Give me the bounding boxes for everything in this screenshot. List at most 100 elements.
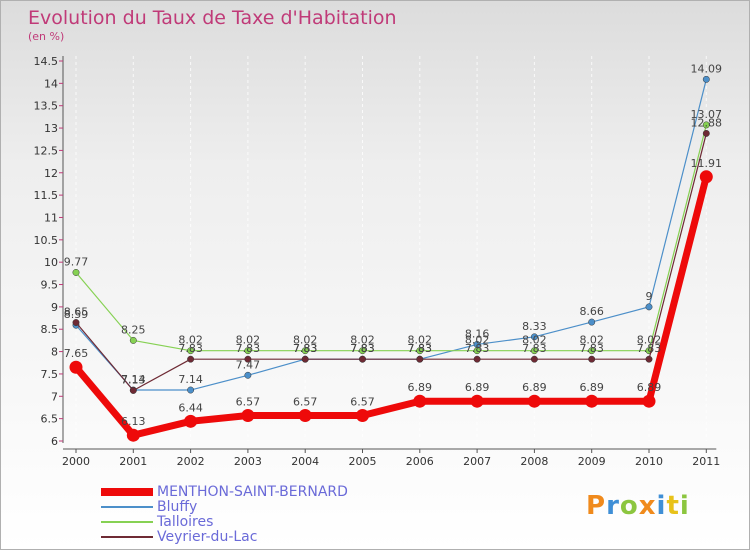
data-point <box>244 347 252 355</box>
data-label: 6.57 <box>293 396 318 409</box>
y-tick-label: 10 <box>44 256 58 269</box>
data-label: 7.83 <box>465 342 490 355</box>
data-label: 7.83 <box>408 342 433 355</box>
data-point <box>187 386 195 394</box>
data-point <box>588 355 596 363</box>
x-tick-label: 2011 <box>692 455 720 468</box>
x-tick-label: 2006 <box>406 455 434 468</box>
logo-letter: t <box>666 491 680 521</box>
data-labels-layer: 8.59 7.14 7.14 7.47 7.83 7.83 7.83 8.16 8.33 8.66… <box>64 62 722 428</box>
data-point <box>241 409 255 423</box>
axes: 66.577.588.599.51010.51111.51212.51313.5… <box>34 55 721 468</box>
x-tick-label: 2005 <box>349 455 377 468</box>
data-point <box>702 75 710 83</box>
data-label: 8.02 <box>293 334 318 347</box>
data-point <box>699 170 713 184</box>
data-point <box>244 355 252 363</box>
legend-label: Bluffy <box>157 499 198 515</box>
data-label: 6.89 <box>579 381 604 394</box>
data-label: 6.57 <box>350 396 375 409</box>
data-point <box>129 336 137 344</box>
data-point <box>359 347 366 355</box>
y-tick-label: 10.5 <box>34 234 59 247</box>
data-label: 7.83 <box>293 342 318 355</box>
data-label: 14.09 <box>691 62 723 75</box>
chart-title: Evolution du Taux de Taxe d'Habitation <box>28 7 397 29</box>
y-tick-label: 6.5 <box>41 413 59 426</box>
legend-swatch <box>101 536 153 538</box>
data-point <box>702 121 710 129</box>
legend-label: Veyrier-du-Lac <box>157 529 258 545</box>
x-tick-label: 2009 <box>578 455 606 468</box>
data-point <box>530 347 538 355</box>
y-tick-label: 6 <box>51 435 58 448</box>
logo-letter: o <box>619 491 639 521</box>
data-point <box>72 269 80 276</box>
data-label: 9.77 <box>64 255 89 268</box>
data-label: 6.89 <box>637 381 662 394</box>
data-label: 8.02 <box>178 334 203 347</box>
data-label: 8.66 <box>579 305 604 318</box>
data-point <box>416 347 424 355</box>
logo-letter: x <box>638 491 657 521</box>
data-point <box>702 129 710 137</box>
y-tick-label: 11.5 <box>34 189 59 202</box>
y-tick-label: 8.5 <box>41 323 59 336</box>
data-label: 7.65 <box>64 347 89 360</box>
y-tick-label: 9.5 <box>41 279 59 292</box>
data-point <box>126 428 140 442</box>
data-label: 7.83 <box>350 342 375 355</box>
data-label: 7.83 <box>637 342 662 355</box>
data-label: 8.16 <box>465 327 490 340</box>
data-point <box>184 414 198 428</box>
data-label: 6.13 <box>121 415 146 428</box>
y-tick-label: 11 <box>44 211 58 224</box>
data-label: 6.89 <box>408 381 433 394</box>
data-label: 8.02 <box>236 334 261 347</box>
proxiti-logo: Proxiti <box>586 491 690 521</box>
data-label: 7.83 <box>178 342 203 355</box>
data-point <box>298 409 312 423</box>
data-point <box>645 303 653 311</box>
legend-label: MENTHON-SAINT-BERNARD <box>157 484 348 500</box>
logo-letter: P <box>586 491 607 521</box>
y-tick-label: 7 <box>51 390 58 403</box>
data-point <box>187 347 195 355</box>
y-tick-label: 12.5 <box>34 144 59 157</box>
data-label: 8.25 <box>121 323 146 336</box>
data-label: 7.47 <box>236 358 261 371</box>
data-label: 8.02 <box>465 334 490 347</box>
x-tick-label: 2003 <box>234 455 262 468</box>
data-point <box>129 387 137 394</box>
data-point <box>473 355 481 363</box>
y-tick-label: 9 <box>51 301 58 314</box>
x-tick-label: 2001 <box>119 455 147 468</box>
data-point <box>527 394 541 408</box>
data-point <box>530 355 538 363</box>
data-label: 13.07 <box>691 108 723 121</box>
series-line-talloires <box>75 124 707 352</box>
data-point <box>301 347 309 355</box>
x-tick-label: 2010 <box>635 455 663 468</box>
data-point <box>72 319 80 326</box>
data-label: 7.14 <box>178 373 203 386</box>
y-tick-label: 7.5 <box>41 368 59 381</box>
data-point <box>359 355 366 363</box>
series-line-veyrier-du-lac <box>75 133 707 392</box>
data-label: 7.83 <box>522 342 547 355</box>
data-label: 8.02 <box>350 334 375 347</box>
data-point <box>588 347 596 355</box>
y-tick-label: 14 <box>44 77 58 90</box>
x-tick-label: 2007 <box>463 455 491 468</box>
data-label: 9 <box>646 290 653 303</box>
data-label: 6.44 <box>178 401 203 414</box>
logo-letter: i <box>656 491 667 521</box>
legend-swatch <box>101 488 153 496</box>
y-tick-label: 13 <box>44 122 58 135</box>
data-point <box>187 355 195 363</box>
data-label: 8.02 <box>522 334 547 347</box>
data-label: 8.33 <box>522 320 547 333</box>
y-tick-label: 14.5 <box>34 55 59 68</box>
data-point <box>473 347 481 355</box>
y-tick-label: 12 <box>44 167 58 180</box>
